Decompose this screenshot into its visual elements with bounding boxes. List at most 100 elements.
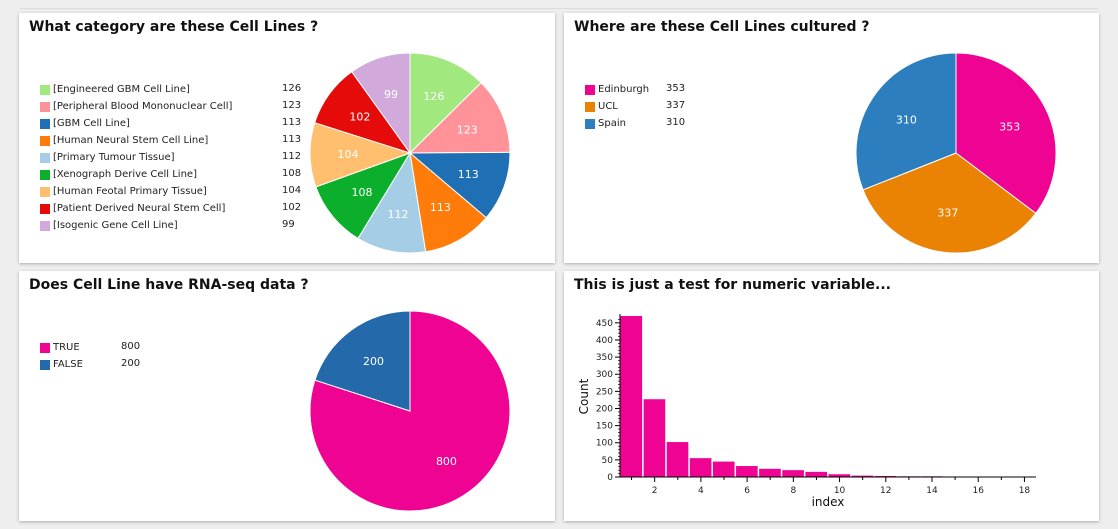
legend-label: [Peripheral Blood Mononuclear Cell]	[53, 101, 233, 112]
histogram-bar	[666, 442, 689, 477]
legend-item: [Xenograph Derive Cell Line] 108	[40, 166, 301, 183]
legend-item: [Patient Derived Neural Stem Cell] 102	[40, 200, 301, 217]
legend-item: Edinburgh 353	[585, 81, 685, 98]
pie-slice-label: 113	[430, 201, 451, 214]
pie-slice	[408, 151, 511, 219]
card-title: Where are these Cell Lines cultured ?	[574, 19, 870, 35]
pie-slice-label: 123	[457, 123, 478, 136]
pie-slice-label: 337	[937, 206, 958, 219]
histogram-bar	[689, 458, 712, 477]
pie-chart: 126 123 113 113 112 108 104 102 99	[309, 52, 511, 254]
legend-label: FALSE	[53, 359, 83, 370]
x-tick-label: 18	[1019, 486, 1031, 496]
y-tick-label: 100	[596, 439, 613, 449]
y-axis-label: Count	[577, 378, 591, 414]
histogram-bar	[828, 474, 851, 477]
y-tick-label: 200	[596, 404, 613, 414]
numeric-variable-chart-card: This is just a test for numeric variable…	[564, 271, 1099, 521]
x-tick-label: 2	[652, 486, 658, 496]
y-tick-label: 350	[596, 353, 613, 363]
legend-swatch	[40, 135, 50, 146]
category-chart-card: What category are these Cell Lines ? [En…	[19, 13, 555, 263]
pie-slice	[314, 310, 411, 412]
pie-slice-label: 353	[999, 120, 1020, 133]
y-tick-label: 400	[596, 336, 613, 346]
chart-legend: Edinburgh 353 UCL 337 Spain 310	[585, 81, 685, 132]
pie-slice	[357, 151, 427, 254]
legend-label: [GBM Cell Line]	[53, 118, 130, 129]
histogram-bar	[759, 468, 781, 477]
histogram-bar	[712, 461, 735, 477]
legend-item: [Engineered GBM Cell Line] 126	[40, 81, 301, 98]
legend-value: 113	[282, 134, 302, 145]
pie-slice-label: 126	[423, 90, 444, 103]
legend-label: [Human Feotal Primary Tissue]	[53, 186, 207, 197]
legend-swatch	[40, 84, 50, 95]
legend-value: 104	[282, 185, 302, 196]
legend-value: 310	[666, 117, 686, 128]
legend-label: UCL	[598, 101, 618, 112]
top-divider	[20, 8, 1098, 9]
x-tick-label: 8	[790, 486, 796, 496]
legend-item: [Primary Tumour Tissue] 112	[40, 149, 301, 166]
y-tick-label: 450	[596, 319, 613, 329]
legend-swatch	[40, 359, 50, 370]
legend-value: 108	[282, 168, 302, 179]
y-tick-label: 300	[596, 370, 613, 380]
pie-slice	[955, 52, 1057, 214]
histogram-bar	[782, 470, 804, 477]
legend-swatch	[40, 152, 50, 163]
histogram-bar	[736, 466, 758, 477]
pie-slice-label: 102	[349, 111, 370, 124]
pie-slice	[315, 152, 412, 240]
legend-label: [Human Neural Stem Cell Line]	[53, 135, 209, 146]
legend-swatch	[585, 101, 595, 112]
legend-value: 800	[121, 341, 141, 352]
legend-value: 200	[121, 358, 141, 369]
legend-item: [Isogenic Gene Cell Line] 99	[40, 217, 295, 234]
x-tick-label: 12	[880, 486, 891, 496]
rnaseq-chart-card: Does Cell Line have RNA-seq data ? TRUE 8…	[19, 271, 555, 521]
histogram-bar	[805, 471, 827, 477]
pie-slice	[409, 52, 482, 155]
legend-value: 102	[282, 202, 302, 213]
legend-label: [Xenograph Derive Cell Line]	[53, 169, 197, 180]
pie-slice	[408, 82, 511, 154]
legend-item: FALSE 200	[40, 356, 140, 373]
histogram-bar	[643, 399, 666, 477]
legend-item: TRUE 800	[40, 339, 140, 356]
legend-swatch	[585, 118, 595, 129]
chart-legend: [Engineered GBM Cell Line] 126 [Peripheral…	[40, 81, 301, 234]
pie-slice	[855, 52, 957, 191]
pie-slice-label: 113	[458, 168, 479, 181]
pie-slice-label: 99	[384, 88, 398, 101]
y-tick-label: 150	[596, 422, 613, 432]
legend-label: Edinburgh	[598, 84, 650, 95]
legend-swatch	[40, 118, 50, 129]
pie-slice-label: 310	[896, 113, 917, 126]
x-tick-label: 10	[834, 486, 846, 496]
pie-slice-label: 108	[351, 186, 372, 199]
legend-item: [Human Feotal Primary Tissue] 104	[40, 183, 301, 200]
histogram-bar	[620, 316, 643, 477]
pie-slice-label: 800	[436, 455, 457, 468]
bar-chart: 0 50 100 150 200 250 300 350 400 450 2 4 6 8 10 12 14 16 1…	[577, 314, 1036, 509]
legend-label: [Engineered GBM Cell Line]	[53, 84, 190, 95]
legend-item: [Human Neural Stem Cell Line] 113	[40, 132, 301, 149]
pie-slice	[862, 152, 1037, 254]
legend-swatch	[585, 84, 595, 95]
y-tick-label: 250	[596, 387, 613, 397]
legend-swatch	[40, 220, 50, 231]
chart-legend: TRUE 800 FALSE 200	[40, 339, 140, 373]
legend-swatch	[40, 101, 50, 112]
legend-value: 99	[282, 219, 295, 230]
legend-label: [Isogenic Gene Cell Line]	[53, 220, 178, 231]
legend-item: UCL 337	[585, 98, 685, 115]
legend-swatch	[40, 186, 50, 197]
legend-label: [Primary Tumour Tissue]	[53, 152, 175, 163]
card-title: Does Cell Line have RNA-seq data ?	[29, 277, 309, 293]
y-tick-label: 50	[602, 456, 614, 466]
culture-location-chart-card: Where are these Cell Lines cultured ? Ed…	[564, 13, 1099, 263]
legend-item: [Peripheral Blood Mononuclear Cell] 123	[40, 98, 301, 115]
x-tick-label: 14	[926, 486, 938, 496]
